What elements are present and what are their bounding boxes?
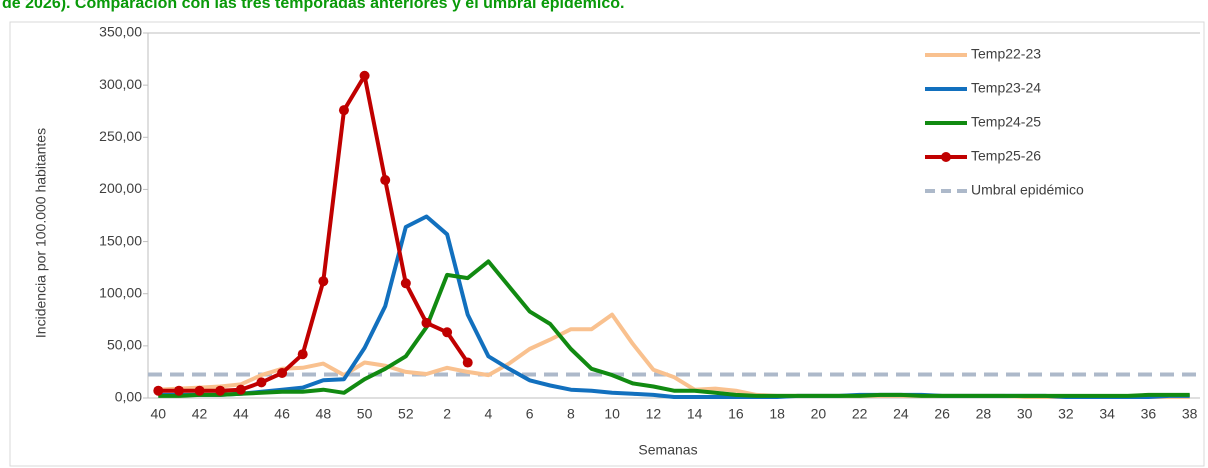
x-tick-label: 50 xyxy=(357,406,373,422)
chart-title: de 2026). Comparación con las tres tempo… xyxy=(2,0,624,12)
y-axis-label: Incidencia por 100.000 habitantes xyxy=(33,128,49,338)
legend-label: Temp22-23 xyxy=(971,46,1041,62)
series-line xyxy=(158,259,1190,398)
y-tick-label: 50,00 xyxy=(107,337,142,353)
legend-label: Temp23-24 xyxy=(971,80,1041,96)
x-tick-label: 28 xyxy=(976,406,992,422)
x-axis-label: Semanas xyxy=(638,442,697,458)
x-tick-label: 48 xyxy=(316,406,332,422)
x-tick-label: 24 xyxy=(893,406,909,422)
x-tick-label: 20 xyxy=(811,406,827,422)
series-marker xyxy=(400,278,411,289)
x-tick-label: 42 xyxy=(192,406,208,422)
x-tick-label: 16 xyxy=(728,406,744,422)
y-tick-label: 0,00 xyxy=(115,389,142,405)
series-marker xyxy=(256,377,267,388)
series-line xyxy=(158,214,1190,399)
x-tick-label: 6 xyxy=(526,406,534,422)
chart-frame xyxy=(9,21,1205,467)
x-tick-label: 22 xyxy=(852,406,868,422)
x-tick-label: 36 xyxy=(1141,406,1157,422)
series-marker xyxy=(173,385,184,396)
series-marker xyxy=(380,175,391,186)
x-tick-label: 10 xyxy=(604,406,620,422)
x-tick-label: 30 xyxy=(1017,406,1033,422)
y-tick-label: 200,00 xyxy=(99,180,142,196)
y-tick-label: 350,00 xyxy=(99,24,142,40)
y-tick-label: 100,00 xyxy=(99,284,142,300)
series-marker xyxy=(235,384,246,395)
x-tick-label: 40 xyxy=(151,406,167,422)
series-marker xyxy=(318,276,329,287)
x-tick-label: 18 xyxy=(769,406,785,422)
x-tick-label: 8 xyxy=(567,406,575,422)
series-marker xyxy=(359,70,370,81)
x-tick-label: 14 xyxy=(687,406,703,422)
series-marker xyxy=(215,385,226,396)
x-tick-label: 32 xyxy=(1058,406,1074,422)
x-tick-label: 52 xyxy=(398,406,414,422)
series-marker xyxy=(194,385,205,396)
legend-label: Temp25-26 xyxy=(971,148,1041,164)
legend-label: Temp24-25 xyxy=(971,114,1041,130)
x-tick-label: 12 xyxy=(646,406,662,422)
series-line xyxy=(158,73,470,393)
series-marker xyxy=(297,349,308,360)
x-tick-label: 34 xyxy=(1099,406,1115,422)
y-tick-label: 150,00 xyxy=(99,232,142,248)
series-marker xyxy=(462,357,473,368)
x-tick-label: 4 xyxy=(484,406,492,422)
x-tick-label: 44 xyxy=(233,406,249,422)
y-tick-label: 250,00 xyxy=(99,128,142,144)
legend-marker xyxy=(941,152,951,162)
legend-label: Umbral epidémico xyxy=(971,182,1084,198)
series-marker xyxy=(277,367,288,378)
y-tick-label: 300,00 xyxy=(99,76,142,92)
series-marker xyxy=(442,327,453,338)
x-tick-label: 2 xyxy=(443,406,451,422)
series-marker xyxy=(338,105,349,116)
x-tick-label: 38 xyxy=(1182,406,1198,422)
x-tick-label: 26 xyxy=(934,406,950,422)
series-marker xyxy=(153,385,164,396)
x-tick-label: 46 xyxy=(274,406,290,422)
series-marker xyxy=(421,317,432,328)
